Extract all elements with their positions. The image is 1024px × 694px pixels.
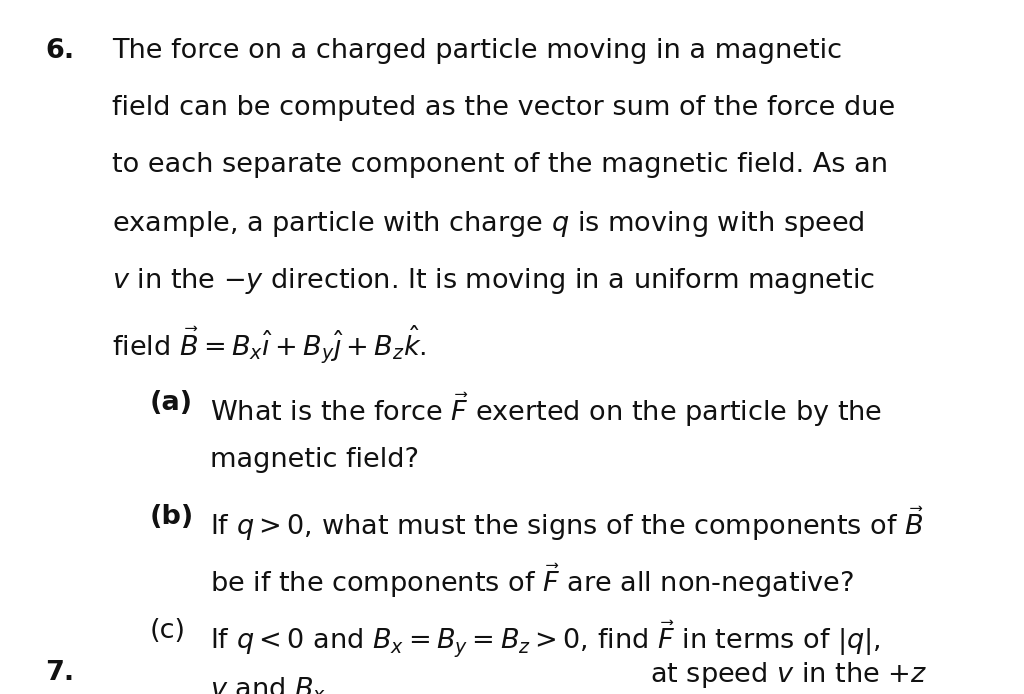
Text: to each separate component of the magnetic field. As an: to each separate component of the magnet… <box>112 152 888 178</box>
Text: $v$ and $B_x$.: $v$ and $B_x$. <box>210 675 333 694</box>
Text: (a): (a) <box>150 390 194 416</box>
Text: If $q<0$ and $B_x=B_y=B_z>0$, find $\vec{F}$ in terms of $|q|$,: If $q<0$ and $B_x=B_y=B_z>0$, find $\vec… <box>210 618 881 659</box>
Text: 7.: 7. <box>45 660 74 686</box>
Text: at speed $v$ in the $+z$: at speed $v$ in the $+z$ <box>650 660 927 690</box>
Text: If $q>0$, what must the signs of the components of $\vec{B}$: If $q>0$, what must the signs of the com… <box>210 504 924 543</box>
Text: (b): (b) <box>150 504 195 530</box>
Text: What is the force $\vec{F}$ exerted on the particle by the: What is the force $\vec{F}$ exerted on t… <box>210 390 883 429</box>
Text: magnetic field?: magnetic field? <box>210 447 419 473</box>
Text: example, a particle with charge $q$ is moving with speed: example, a particle with charge $q$ is m… <box>112 209 864 239</box>
Text: (c): (c) <box>150 618 186 644</box>
Text: be if the components of $\vec{F}$ are all non-negative?: be if the components of $\vec{F}$ are al… <box>210 561 854 600</box>
Text: field can be computed as the vector sum of the force due: field can be computed as the vector sum … <box>112 95 895 121</box>
Text: field $\vec{B} = B_x\hat{\imath} + B_y\hat{\jmath} + B_z\hat{k}.$: field $\vec{B} = B_x\hat{\imath} + B_y\h… <box>112 323 427 366</box>
Text: 6.: 6. <box>45 38 74 64</box>
Text: $v$ in the $-y$ direction. It is moving in a uniform magnetic: $v$ in the $-y$ direction. It is moving … <box>112 266 874 296</box>
Text: The force on a charged particle moving in a magnetic: The force on a charged particle moving i… <box>112 38 842 64</box>
